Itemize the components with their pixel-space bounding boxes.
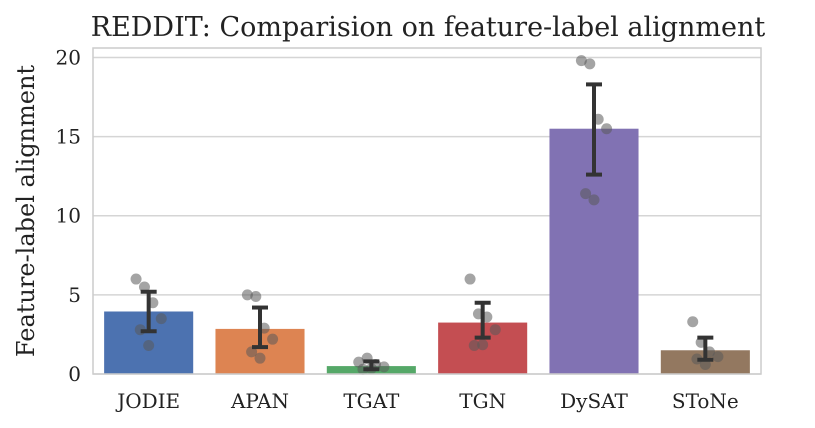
data-point: [601, 123, 613, 135]
x-tick-label: SToNe: [672, 389, 739, 413]
chart-title: REDDIT: Comparision on feature-label ali…: [91, 12, 766, 43]
data-point: [254, 352, 266, 364]
data-point: [143, 340, 155, 352]
y-tick-label: 5: [68, 283, 81, 307]
x-tick-label: APAN: [230, 389, 289, 413]
y-axis-label: Feature-label alignment: [12, 65, 40, 357]
data-point: [588, 194, 600, 206]
data-point: [575, 55, 587, 67]
data-point: [250, 290, 262, 302]
data-point: [489, 324, 501, 336]
data-point: [267, 333, 279, 345]
data-point: [712, 351, 724, 363]
x-tick-label: DySAT: [560, 389, 628, 413]
bars: [104, 128, 750, 374]
y-tick-label: 10: [56, 204, 81, 228]
x-tick-label: TGN: [459, 389, 506, 413]
y-tick-label: 0: [68, 362, 81, 386]
data-point: [687, 316, 699, 328]
data-point: [580, 188, 592, 200]
y-tick-label: 15: [56, 125, 81, 149]
data-point: [155, 313, 167, 325]
data-point: [241, 289, 253, 301]
y-tick-label: 20: [56, 45, 81, 69]
data-point: [477, 339, 489, 351]
data-point: [378, 361, 390, 373]
data-point: [130, 273, 142, 285]
data-point: [464, 273, 476, 285]
y-tick-labels: 0 5 10 15 20: [56, 45, 81, 386]
x-tick-label: TGAT: [343, 389, 400, 413]
error-bars: [140, 82, 714, 372]
data-point: [357, 363, 369, 375]
data-point: [584, 58, 596, 70]
x-tick-labels: JODIE APAN TGAT TGN DySAT SToNe: [115, 389, 739, 413]
x-tick-label: JODIE: [115, 389, 180, 413]
plot-frame: [92, 47, 762, 375]
data-point: [468, 340, 480, 352]
